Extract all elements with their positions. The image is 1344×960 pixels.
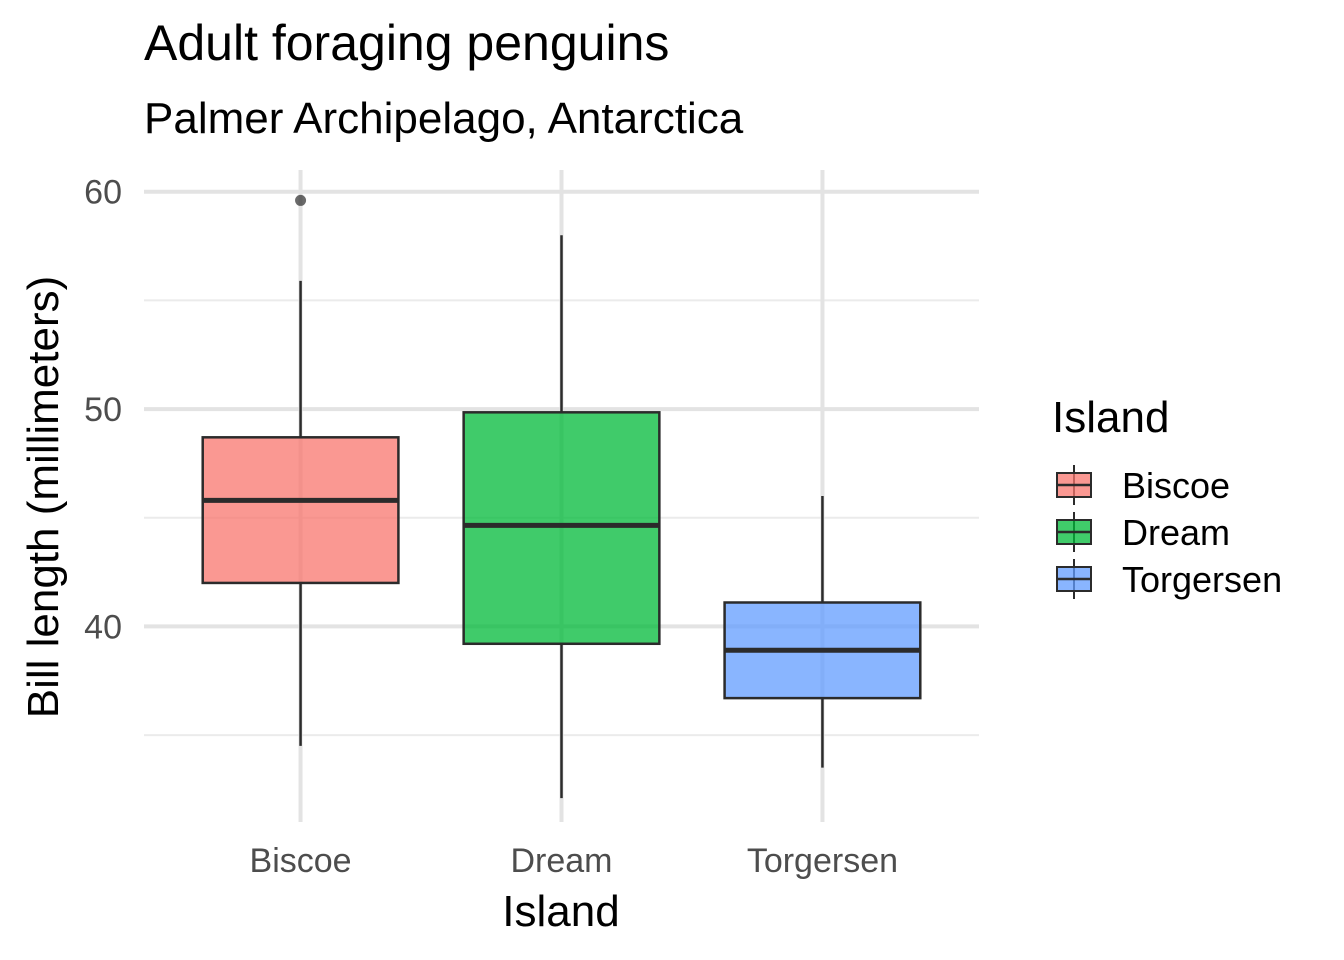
y-axis-ticks: 40 50 60 [84,174,122,647]
legend: Island Biscoe Dream Torgersen [1052,393,1282,600]
box-series [201,194,922,799]
legend-label: Torgersen [1122,559,1282,600]
x-axis-ticks: Biscoe Dream Torgersen [250,842,899,880]
chart-subtitle: Palmer Archipelago, Antarctica [144,94,744,143]
y-axis-title: Bill length (millimeters) [19,276,68,719]
y-tick-label: 40 [84,608,122,646]
box-body [201,436,400,585]
x-tick-label: Torgersen [747,842,898,880]
legend-item-dream: Dream [1056,512,1230,553]
box-dream [462,235,661,799]
x-tick-label: Biscoe [250,842,352,880]
box-biscoe [201,194,400,746]
legend-label: Biscoe [1122,465,1230,506]
chart-title: Adult foraging penguins [144,15,670,71]
legend-label: Dream [1122,512,1230,553]
legend-item-torgersen: Torgersen [1056,559,1282,600]
legend-title: Island [1052,393,1169,442]
outlier-point [295,194,307,206]
box-body [462,411,661,646]
y-tick-label: 50 [84,391,122,429]
y-tick-label: 60 [84,174,122,212]
box-torgersen [723,496,922,768]
legend-item-biscoe: Biscoe [1056,465,1230,506]
x-tick-label: Dream [510,842,612,880]
x-axis-title: Island [502,887,619,936]
